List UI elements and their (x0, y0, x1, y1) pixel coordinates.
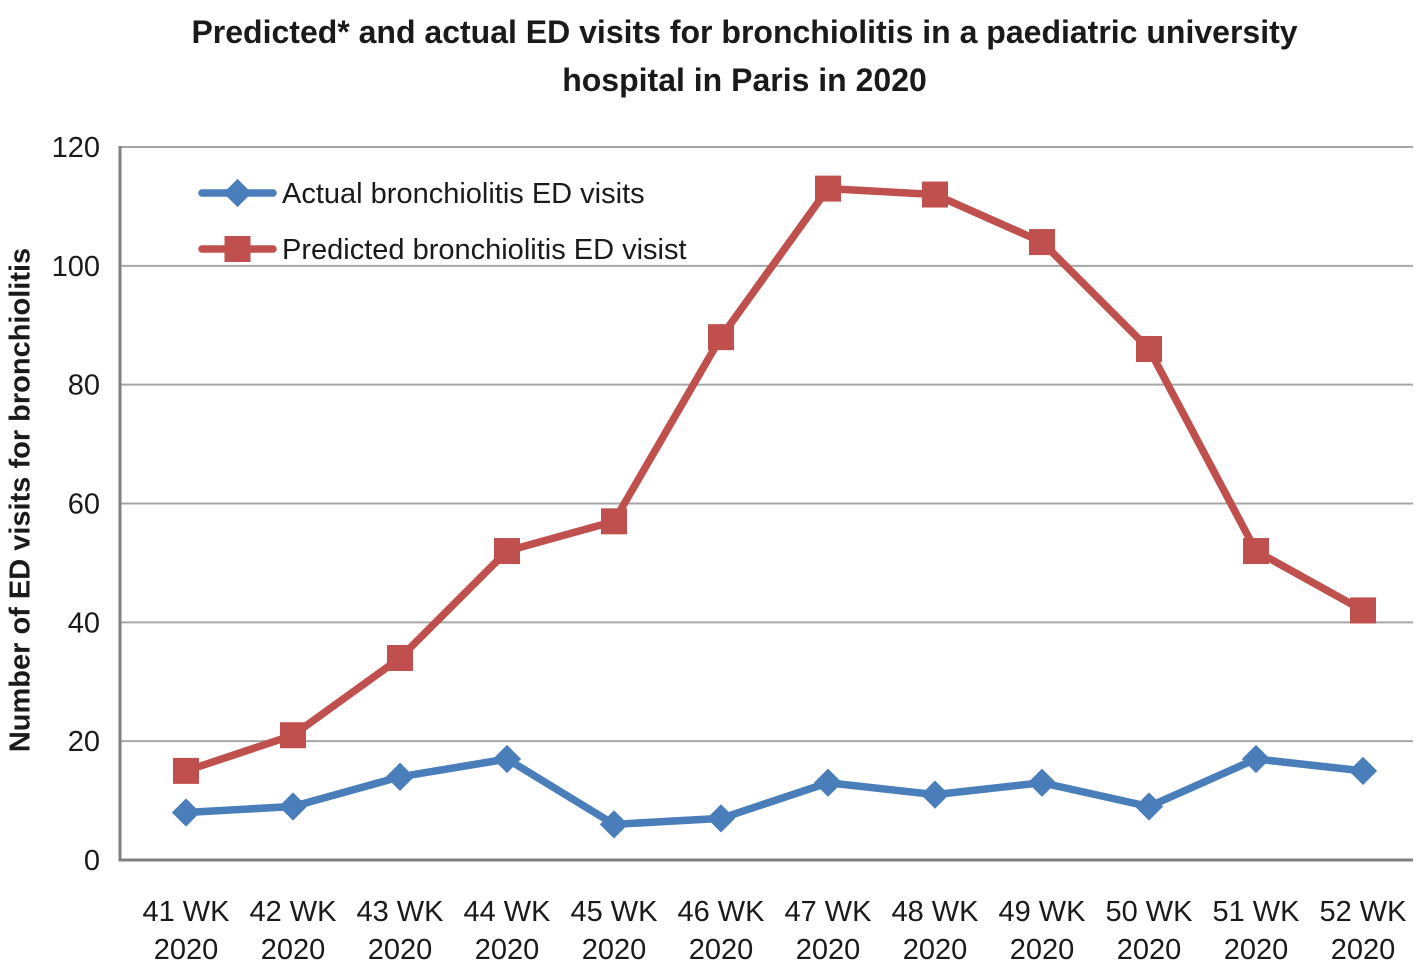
actual-data-point-marker (1241, 744, 1271, 774)
x-axis-tick-label-year: 2020 (368, 934, 433, 966)
actual-data-point-marker (599, 810, 629, 839)
actual-data-point-marker (385, 762, 415, 791)
predicted-data-point-marker (601, 508, 627, 535)
actual-legend-label: Actual bronchiolitis ED visits (282, 178, 645, 210)
actual-legend-swatch-marker (223, 178, 252, 208)
actual-data-point-marker (171, 798, 201, 827)
actual-data-point-marker (706, 804, 736, 833)
actual-data-point-marker (492, 744, 522, 774)
x-axis-tick-label-year: 2020 (689, 934, 754, 966)
y-axis-tick-label: 100 (52, 251, 100, 283)
predicted-data-point-marker (922, 181, 948, 208)
actual-data-point-marker (1027, 768, 1057, 797)
x-axis-tick-label-year: 2020 (154, 934, 219, 966)
x-axis-tick-label-week: 49 WK (998, 896, 1086, 928)
y-axis-tick-label: 80 (68, 370, 100, 402)
x-axis-tick-label-week: 44 WK (463, 896, 551, 928)
x-axis-tick-label-week: 42 WK (249, 896, 337, 928)
x-axis-tick-label-week: 50 WK (1105, 896, 1193, 928)
y-axis-tick-label: 20 (68, 726, 100, 758)
x-axis-tick-label-year: 2020 (1224, 934, 1289, 966)
predicted-data-point-marker (1136, 336, 1162, 363)
actual-data-point-marker (813, 768, 843, 797)
x-axis-tick-label-year: 2020 (261, 934, 326, 966)
actual-data-point-marker (278, 792, 308, 821)
x-axis-tick-label-year: 2020 (1117, 934, 1182, 966)
predicted-legend-swatch-marker (224, 236, 251, 262)
y-axis-tick-label: 120 (52, 132, 100, 164)
actual-data-point-marker (1134, 792, 1164, 821)
x-axis-tick-label-week: 47 WK (784, 896, 872, 928)
x-axis-tick-label-year: 2020 (1331, 934, 1396, 966)
predicted-data-point-marker (1029, 229, 1055, 256)
actual-series-line (182, 755, 1367, 829)
x-axis-tick-label-year: 2020 (582, 934, 647, 966)
actual-data-point-marker (920, 780, 950, 809)
predicted-data-point-marker (494, 538, 520, 565)
predicted-data-point-marker (708, 324, 734, 351)
predicted-data-point-marker (1350, 597, 1376, 624)
y-axis-tick-label: 40 (68, 607, 100, 639)
actual-data-point-marker (1348, 756, 1378, 786)
x-axis-tick-label-year: 2020 (475, 934, 540, 966)
predicted-data-point-marker (280, 722, 306, 749)
chart-title-line-1: Predicted* and actual ED visits for bron… (191, 14, 1298, 50)
x-axis-tick-label-week: 46 WK (677, 896, 765, 928)
x-axis-tick-label-year: 2020 (796, 934, 861, 966)
y-axis-tick-label: 60 (68, 489, 100, 521)
y-axis-tick-label: 0 (84, 845, 100, 877)
x-axis-tick-label-week: 41 WK (142, 896, 230, 928)
predicted-series-line (182, 184, 1367, 775)
predicted-data-point-marker (173, 757, 199, 784)
x-axis-tick-label-week: 52 WK (1319, 896, 1407, 928)
x-axis-tick-label-year: 2020 (903, 934, 968, 966)
x-axis-tick-label-year: 2020 (1010, 934, 1075, 966)
chart-title-line-2: hospital in Paris in 2020 (562, 62, 927, 98)
predicted-data-point-marker (815, 175, 841, 202)
chart-title: Predicted* and actual ED visits for bron… (57, 8, 1418, 104)
x-axis-tick-label-week: 43 WK (356, 896, 444, 928)
x-axis-tick-label-week: 45 WK (570, 896, 658, 928)
predicted-data-point-marker (387, 644, 413, 671)
x-axis-tick-label-week: 48 WK (891, 896, 979, 928)
predicted-legend-label: Predicted bronchiolitis ED visist (282, 234, 687, 266)
x-axis-tick-label-week: 51 WK (1212, 896, 1300, 928)
predicted-data-point-marker (1243, 538, 1269, 565)
